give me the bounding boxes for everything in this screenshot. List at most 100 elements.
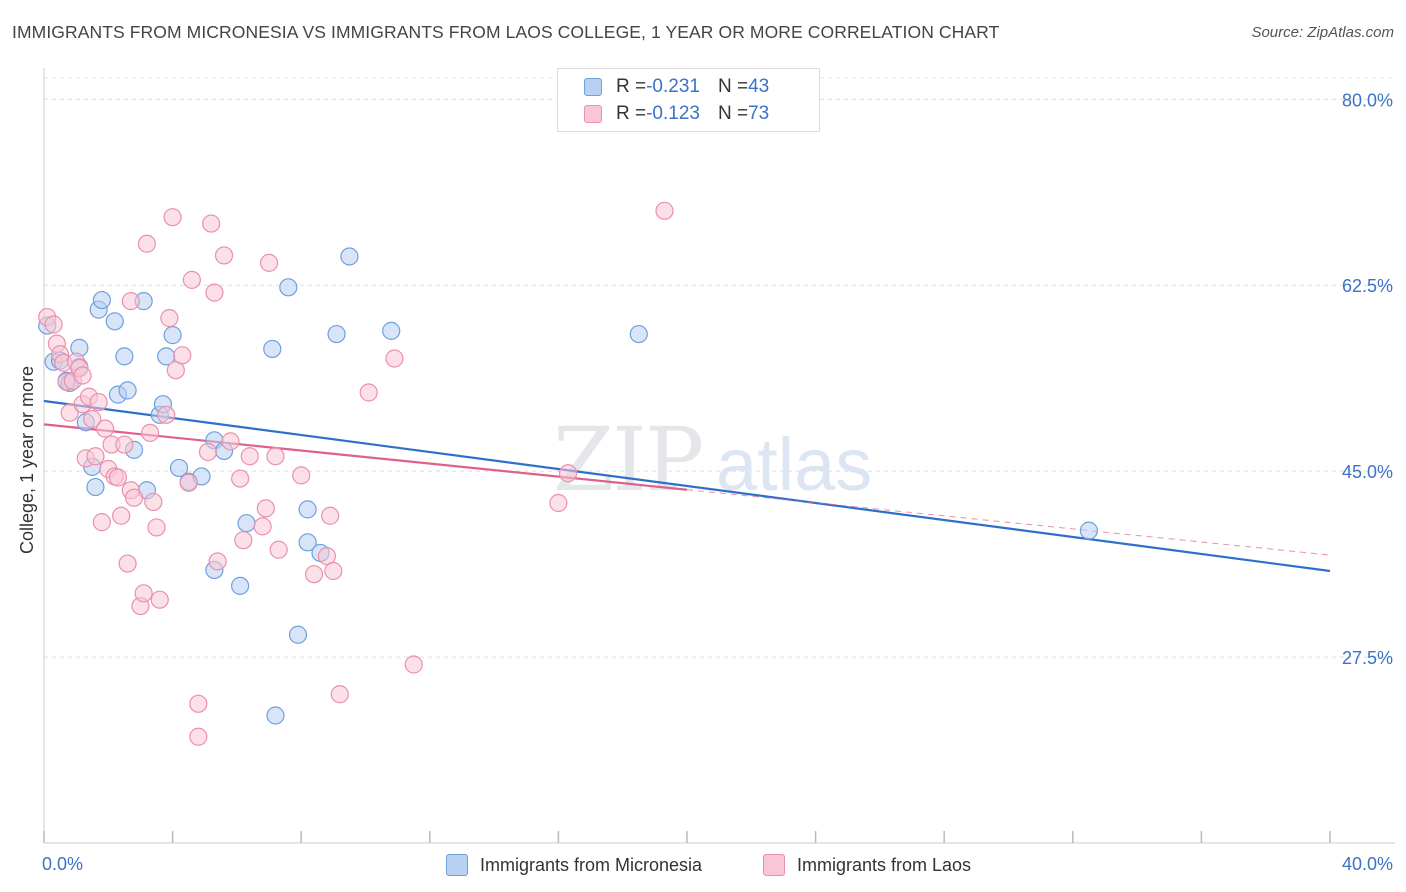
data-point-micronesia xyxy=(279,278,298,297)
legend-r-label: R = xyxy=(616,76,647,97)
data-point-micronesia xyxy=(629,324,648,344)
data-point-micronesia xyxy=(382,321,401,340)
data-point-laos xyxy=(259,253,279,272)
watermark: ZIP atlas xyxy=(553,408,872,511)
legend-n-label: N = xyxy=(717,103,749,124)
data-point-laos xyxy=(83,409,102,429)
chart-title: IMMIGRANTS FROM MICRONESIA VS IMMIGRANTS… xyxy=(12,22,1000,42)
legend-r-label: R = xyxy=(616,103,647,124)
data-point-laos xyxy=(240,447,259,466)
watermark-atlas: atlas xyxy=(716,423,872,506)
bottom-legend-swatch-blue xyxy=(446,854,468,876)
data-point-micronesia xyxy=(231,576,250,595)
data-point-micronesia xyxy=(298,500,317,519)
data-point-laos xyxy=(208,552,227,571)
data-point-micronesia xyxy=(237,514,256,533)
data-point-micronesia xyxy=(288,625,308,644)
data-point-laos xyxy=(124,488,144,507)
data-point-laos xyxy=(404,655,423,674)
data-point-laos xyxy=(549,493,568,513)
watermark-zip: ZIP xyxy=(553,408,702,511)
data-point-laos xyxy=(179,473,198,492)
trend-line-laos-extension xyxy=(686,489,1331,556)
data-point-laos xyxy=(173,346,192,365)
data-point-laos xyxy=(189,727,208,746)
y-axis-label: College, 1 year or more xyxy=(17,366,37,554)
bottom-legend-label: Immigrants from Micronesia xyxy=(480,854,703,875)
data-point-micronesia xyxy=(327,324,346,344)
data-point-laos xyxy=(182,270,201,289)
data-point-laos xyxy=(256,499,275,518)
data-point-micronesia xyxy=(340,247,359,266)
data-point-micronesia xyxy=(263,339,282,359)
legend-r-value: -0.123 xyxy=(646,103,700,124)
data-point-laos xyxy=(134,584,153,603)
legend: R = -0.231 N = 43 R = -0.123 N = 73 xyxy=(557,68,820,132)
labels-layer: 27.5% 45.0% 62.5% 80.0% 0.0% 40.0% College, 1 … xyxy=(17,90,1393,874)
data-point-laos xyxy=(330,685,349,704)
legend-swatch-blue xyxy=(584,78,602,96)
data-point-micronesia xyxy=(298,533,317,552)
data-point-micronesia xyxy=(105,312,124,331)
data-point-laos xyxy=(269,540,288,559)
data-point-laos xyxy=(221,432,240,451)
data-point-laos xyxy=(231,469,250,488)
data-point-laos xyxy=(112,506,131,525)
y-tick-label: 27.5% xyxy=(1342,648,1393,668)
trend-line-micronesia xyxy=(43,399,1331,573)
data-point-micronesia xyxy=(169,458,189,478)
data-point-laos xyxy=(163,208,182,227)
data-point-laos xyxy=(253,517,272,536)
data-point-laos xyxy=(160,309,179,328)
data-point-laos xyxy=(202,214,221,233)
data-point-laos xyxy=(150,590,169,609)
data-point-laos xyxy=(121,292,140,311)
data-point-laos xyxy=(60,403,79,422)
data-point-laos xyxy=(108,468,128,487)
data-point-micronesia xyxy=(92,290,111,310)
data-point-laos xyxy=(86,447,105,466)
y-tick-label: 80.0% xyxy=(1342,90,1393,110)
bottom-legend-swatch-pink xyxy=(763,854,785,876)
bottom-legend-laos: Immigrants from Laos xyxy=(763,852,971,878)
data-point-laos xyxy=(558,464,578,483)
data-point-laos xyxy=(137,234,156,253)
data-point-laos xyxy=(92,513,111,532)
data-point-laos xyxy=(73,366,92,385)
data-point-micronesia xyxy=(1079,521,1098,540)
legend-n-value: 73 xyxy=(748,103,770,124)
data-point-laos xyxy=(266,447,285,466)
data-point-laos xyxy=(147,518,166,537)
data-point-laos xyxy=(292,466,311,485)
y-tick-label: 62.5% xyxy=(1342,276,1393,296)
data-point-laos xyxy=(234,531,253,550)
data-point-laos xyxy=(189,694,208,713)
data-point-laos xyxy=(385,349,404,368)
legend-row-laos: R = -0.123 N = 73 xyxy=(584,101,769,127)
legend-swatch-pink xyxy=(584,105,602,123)
data-point-laos xyxy=(198,442,218,462)
data-point-laos xyxy=(359,383,378,402)
bottom-legend-label: Immigrants from Laos xyxy=(797,854,972,875)
data-point-micronesia xyxy=(118,381,137,400)
axis-layer xyxy=(43,68,1395,844)
legend-n-value: 43 xyxy=(748,76,770,97)
data-point-laos xyxy=(115,435,134,454)
data-point-laos xyxy=(655,201,674,220)
data-point-laos xyxy=(44,315,63,334)
data-point-laos xyxy=(144,492,163,512)
data-point-laos xyxy=(140,423,160,442)
data-point-laos xyxy=(324,561,343,581)
data-point-micronesia xyxy=(115,347,134,366)
data-point-laos xyxy=(321,506,340,525)
bottom-legend-micronesia: Immigrants from Micronesia xyxy=(446,852,702,878)
data-point-laos xyxy=(205,283,224,302)
legend-n-label: N = xyxy=(717,76,749,97)
legend-row-micronesia: R = -0.231 N = 43 xyxy=(584,74,769,100)
data-point-laos xyxy=(89,392,108,412)
points-layer xyxy=(38,201,1098,746)
data-point-laos xyxy=(214,246,234,265)
grid-layer xyxy=(44,77,1395,658)
data-point-laos xyxy=(157,405,176,424)
